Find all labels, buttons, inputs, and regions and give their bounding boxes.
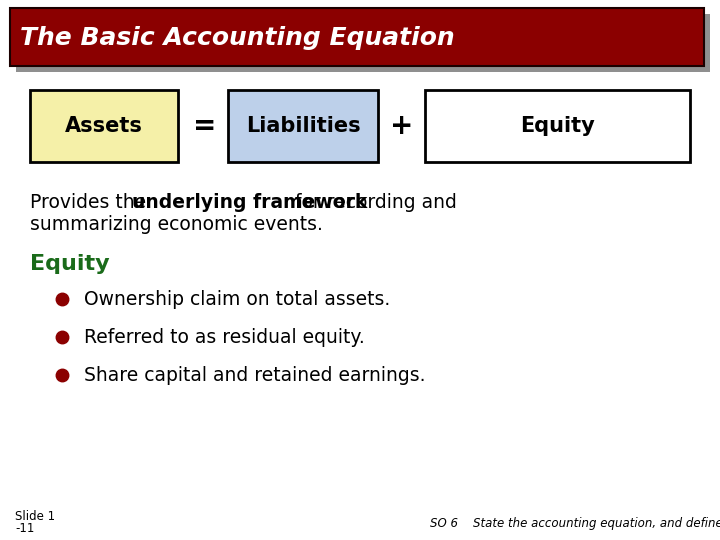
Text: summarizing economic events.: summarizing economic events. <box>30 215 323 234</box>
Text: SO 6    State the accounting equation, and define its components.: SO 6 State the accounting equation, and … <box>430 516 720 530</box>
FancyBboxPatch shape <box>425 90 690 162</box>
Text: Ownership claim on total assets.: Ownership claim on total assets. <box>84 290 390 309</box>
Text: underlying framework: underlying framework <box>132 193 367 212</box>
Text: -11: -11 <box>15 523 35 536</box>
Text: =: = <box>193 112 217 140</box>
FancyBboxPatch shape <box>228 90 378 162</box>
FancyBboxPatch shape <box>16 14 710 72</box>
Text: Slide 1: Slide 1 <box>15 510 55 523</box>
Text: Referred to as residual equity.: Referred to as residual equity. <box>84 328 365 347</box>
Text: Equity: Equity <box>521 116 595 136</box>
Text: Equity: Equity <box>30 254 109 274</box>
Text: Assets: Assets <box>65 116 143 136</box>
FancyBboxPatch shape <box>30 90 178 162</box>
Text: The Basic Accounting Equation: The Basic Accounting Equation <box>20 26 454 50</box>
Text: for recording and: for recording and <box>289 193 457 212</box>
Text: Provides the: Provides the <box>30 193 152 212</box>
FancyBboxPatch shape <box>10 8 704 66</box>
Text: Liabilities: Liabilities <box>246 116 360 136</box>
Text: Share capital and retained earnings.: Share capital and retained earnings. <box>84 366 426 385</box>
Text: +: + <box>390 112 414 140</box>
